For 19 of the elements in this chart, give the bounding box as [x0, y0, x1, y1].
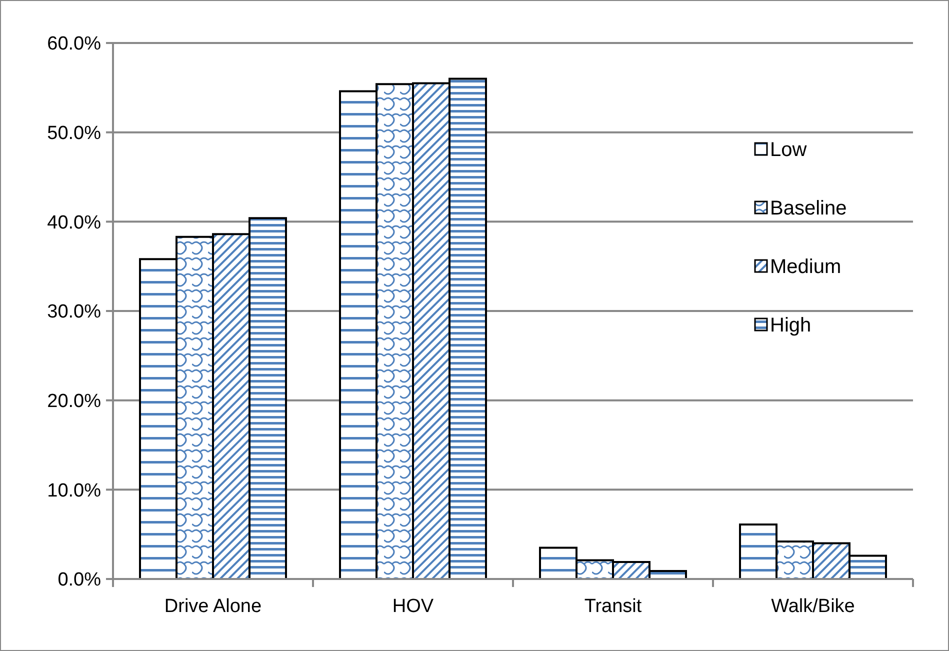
y-tick-label: 30.0% — [47, 302, 102, 323]
legend-label: High — [770, 314, 812, 336]
legend-label: Medium — [770, 256, 842, 278]
bar — [212, 233, 250, 580]
y-tick-label: 20.0% — [47, 390, 102, 412]
bar — [412, 82, 450, 580]
y-tick-label: 50.0% — [47, 122, 102, 144]
x-tick-label: Walk/Bike — [771, 596, 855, 617]
legend-label: Low — [770, 139, 808, 161]
bar — [176, 236, 214, 580]
y-tick-label: 40.0% — [47, 212, 102, 234]
x-tick-label: Drive Alone — [164, 596, 262, 617]
x-tick-label: Transit — [584, 596, 642, 617]
y-tick-label: 10.0% — [47, 480, 102, 502]
legend-label: Baseline — [770, 198, 847, 220]
bar — [376, 83, 414, 580]
y-tick-label: 60.0% — [47, 34, 102, 55]
x-tick-label: HOV — [392, 596, 434, 617]
y-tick-label: 0.0% — [58, 570, 102, 591]
